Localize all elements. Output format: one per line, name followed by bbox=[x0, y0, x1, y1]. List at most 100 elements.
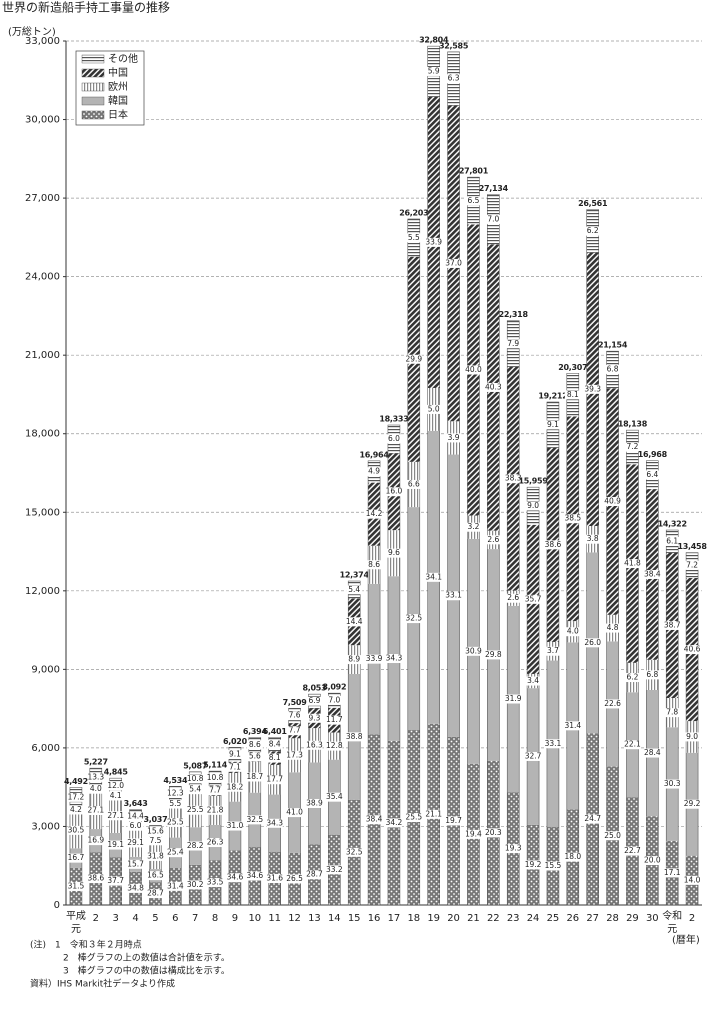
y-tick-label: 33,000 bbox=[25, 36, 60, 47]
segment-label: 6.0 bbox=[388, 434, 400, 443]
segment-label: 8.1 bbox=[567, 390, 579, 399]
segment-label: 29.2 bbox=[684, 799, 701, 808]
segment-label: 22.1 bbox=[624, 740, 641, 749]
segment-label: 10.8 bbox=[207, 773, 224, 782]
label-box bbox=[306, 798, 323, 808]
label-box bbox=[266, 739, 283, 749]
label-box bbox=[604, 699, 621, 709]
label-box bbox=[246, 871, 263, 881]
label-box bbox=[544, 861, 561, 871]
segment-label: 4.9 bbox=[368, 467, 380, 476]
segment-label: 15.6 bbox=[147, 827, 164, 836]
label-box bbox=[604, 831, 621, 841]
label-box bbox=[346, 732, 363, 742]
total-label: 20,307 bbox=[558, 363, 587, 372]
label-box bbox=[306, 870, 323, 880]
total-label: 22,318 bbox=[499, 310, 529, 319]
segment-label: 24.7 bbox=[584, 814, 601, 823]
bar-outline bbox=[149, 825, 162, 906]
segment-label: 5.4 bbox=[189, 785, 201, 794]
segment-label: 37.7 bbox=[107, 876, 124, 885]
segment-label: 18.7 bbox=[246, 772, 263, 781]
segment-label: 37.0 bbox=[445, 258, 462, 267]
total-label: 19,212 bbox=[538, 391, 567, 400]
segment-label: 6.9 bbox=[308, 696, 320, 705]
bar-outline bbox=[566, 373, 580, 906]
segment-label: 6.6 bbox=[408, 479, 420, 488]
y-tick-label: 21,000 bbox=[25, 350, 60, 361]
segment-label: 33.5 bbox=[207, 878, 224, 887]
segment-label: 40.9 bbox=[604, 497, 621, 506]
total-label: 32,585 bbox=[439, 41, 469, 50]
segment-label: 31.0 bbox=[227, 821, 244, 830]
x-tick-label: 15 bbox=[348, 913, 361, 924]
bar-outline bbox=[387, 424, 401, 906]
label-box bbox=[127, 838, 144, 848]
label-box bbox=[584, 638, 601, 648]
label-box bbox=[127, 821, 144, 831]
y-tick-label: 3,000 bbox=[31, 821, 60, 832]
legend-label: 韓国 bbox=[108, 95, 128, 107]
segment-label: 13.3 bbox=[87, 772, 104, 781]
segment-label: 4.8 bbox=[607, 623, 619, 632]
label-box bbox=[226, 750, 243, 760]
label-box bbox=[207, 838, 224, 848]
total-label: 8,053 bbox=[303, 684, 327, 693]
segment-label: 38.4 bbox=[366, 815, 383, 824]
segment-label: 6.2 bbox=[626, 673, 638, 682]
segment-label: 30.2 bbox=[187, 880, 204, 889]
segment-label: 6.5 bbox=[467, 196, 479, 205]
label-box bbox=[147, 836, 164, 846]
label-box bbox=[624, 846, 641, 856]
segment-label: 10.8 bbox=[187, 774, 204, 783]
segment-label: 38.6 bbox=[87, 874, 104, 883]
segment-label: 35.4 bbox=[326, 792, 343, 801]
label-box bbox=[246, 815, 263, 825]
segment-label: 26.5 bbox=[286, 874, 303, 883]
segment-label: 34.6 bbox=[227, 873, 244, 882]
label-box bbox=[266, 874, 283, 884]
segment-label: 38.8 bbox=[346, 732, 363, 741]
label-box bbox=[624, 740, 641, 750]
label-box bbox=[207, 773, 224, 783]
total-label: 16,964 bbox=[360, 450, 390, 459]
total-label: 8,092 bbox=[322, 683, 346, 692]
segment-label: 38.4 bbox=[644, 569, 661, 578]
segment-label: 14.0 bbox=[684, 875, 701, 884]
label-box bbox=[505, 694, 522, 704]
segment-label: 32.5 bbox=[246, 815, 263, 824]
segment-label: 38.6 bbox=[545, 540, 562, 549]
segment-label: 27.1 bbox=[87, 806, 104, 815]
x-tick-label: 13 bbox=[308, 913, 321, 924]
segment-label: 8.6 bbox=[368, 560, 380, 569]
label-box bbox=[346, 847, 363, 857]
label-box bbox=[465, 829, 482, 839]
label-box bbox=[525, 676, 542, 686]
segment-label: 16.3 bbox=[306, 740, 323, 749]
label-box bbox=[87, 836, 104, 846]
label-box bbox=[385, 487, 402, 497]
label-box bbox=[286, 726, 303, 736]
label-box bbox=[544, 420, 561, 430]
segment-label: 22.6 bbox=[604, 699, 621, 708]
label-box bbox=[465, 646, 482, 656]
segment-label: 25.4 bbox=[167, 848, 184, 857]
label-box bbox=[187, 880, 204, 890]
segment-label: 26.3 bbox=[207, 838, 224, 847]
x-tick-label: 30 bbox=[646, 913, 659, 924]
segment-label: 29.1 bbox=[127, 838, 144, 847]
label-box bbox=[147, 871, 164, 881]
total-label: 13,458 bbox=[678, 542, 708, 551]
bar-outline bbox=[626, 429, 639, 906]
total-label: 4,845 bbox=[104, 768, 129, 777]
total-label: 7,509 bbox=[283, 698, 308, 707]
segment-label: 7.7 bbox=[209, 786, 221, 795]
segment-label: 32.5 bbox=[346, 847, 363, 856]
segment-label: 17.3 bbox=[286, 750, 303, 759]
segment-label: 28.7 bbox=[306, 870, 323, 879]
label-box bbox=[465, 365, 482, 375]
y-tick-label: 12,000 bbox=[25, 586, 60, 597]
label-box bbox=[584, 534, 601, 544]
segment-label: 4.2 bbox=[70, 805, 82, 814]
label-box bbox=[127, 883, 144, 893]
